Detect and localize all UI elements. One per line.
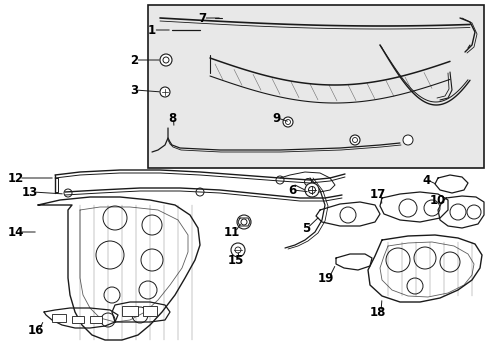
Bar [122,306,138,316]
Text: 16: 16 [28,324,44,337]
Text: 11: 11 [224,225,240,238]
Text: 18: 18 [369,306,386,319]
Text: 13: 13 [22,185,38,198]
Bar [142,306,157,316]
Bar [72,316,84,323]
Text: 12: 12 [8,171,24,184]
Text: 15: 15 [227,253,244,266]
Text: 6: 6 [287,184,296,197]
Circle shape [160,87,170,97]
Text: 3: 3 [130,84,138,96]
Text: 17: 17 [369,188,386,201]
Text: 7: 7 [198,12,206,24]
Circle shape [283,117,292,127]
Text: 5: 5 [302,221,309,234]
Bar [90,316,102,323]
Circle shape [349,135,359,145]
Text: 2: 2 [130,54,138,67]
Text: 8: 8 [168,112,176,125]
Circle shape [230,243,244,257]
Circle shape [305,183,318,197]
Bar [52,314,66,322]
Circle shape [160,54,172,66]
Circle shape [402,135,412,145]
Text: 14: 14 [8,225,24,238]
Text: 1: 1 [148,23,156,36]
Text: 4: 4 [421,174,429,186]
Text: 9: 9 [271,112,280,125]
Bar [148,5,483,168]
Circle shape [237,215,250,229]
Text: 10: 10 [429,194,446,207]
Text: 19: 19 [317,271,334,284]
